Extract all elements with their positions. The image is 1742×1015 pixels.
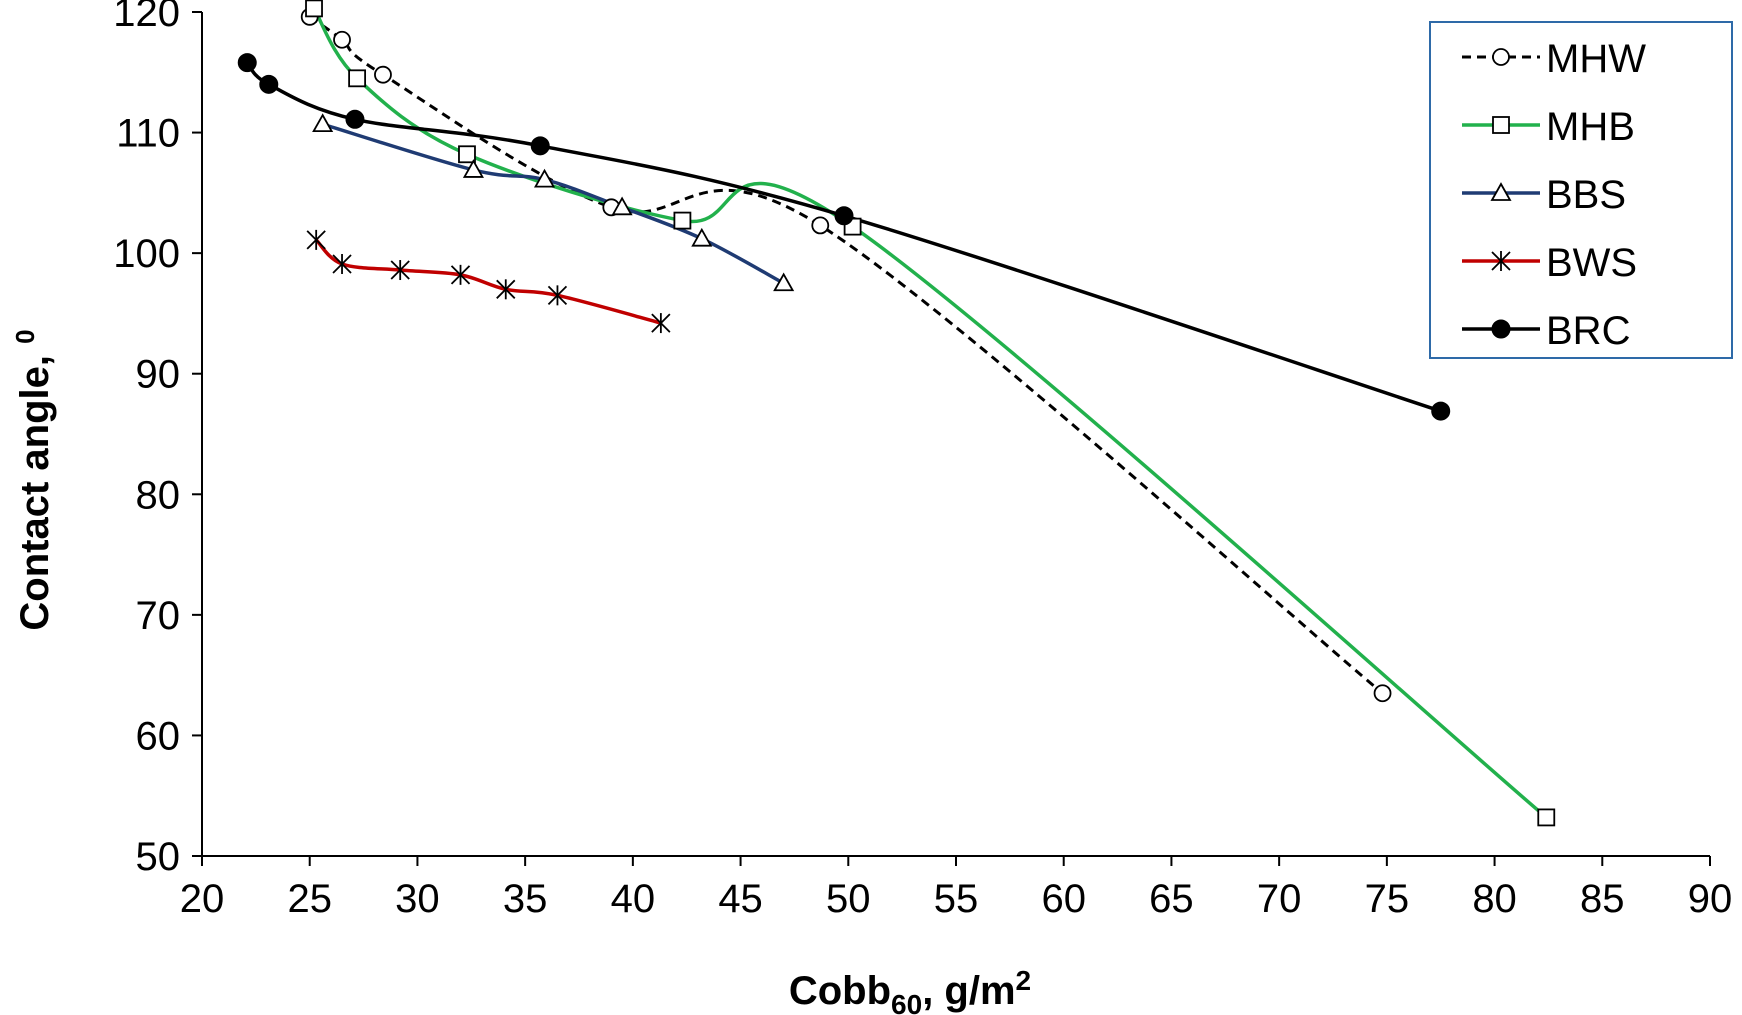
data-point-bws (390, 260, 410, 281)
legend-marker-brc (1491, 319, 1511, 339)
data-point-mhw (811, 216, 830, 235)
y-tick-label: 70 (136, 594, 181, 638)
marker-layer (237, 0, 1556, 827)
x-tick-label: 60 (1041, 877, 1086, 921)
data-point-brc (834, 206, 854, 226)
data-point-bws (547, 285, 568, 306)
data-point-bws (306, 229, 326, 250)
data-point-brc (1431, 401, 1451, 421)
x-tick-label: 30 (395, 877, 440, 921)
legend-marker-mhw (1492, 48, 1510, 66)
x-tick-label: 55 (934, 877, 979, 921)
series-line-brc (245, 61, 1442, 413)
series-line-mhb (312, 7, 1548, 819)
data-point-bbs (773, 272, 795, 292)
x-tick-label: 35 (503, 877, 548, 921)
y-axis-title: Contact angle, 0 (10, 329, 57, 630)
data-point-bws (332, 253, 352, 274)
x-axis-title: Cobb60, g/m2 (789, 965, 1031, 1015)
data-point-mhw (1373, 684, 1392, 703)
legend-box (1429, 21, 1733, 359)
data-point-bws (450, 264, 471, 285)
x-tick-label: 75 (1365, 877, 1410, 921)
y-tick-label: 110 (116, 112, 180, 156)
x-tick-label: 50 (826, 877, 871, 921)
x-axis-title-main: Cobb (789, 969, 891, 1013)
y-tick-label: 100 (113, 232, 180, 276)
data-point-mhb (305, 0, 323, 18)
series-layer (245, 7, 1548, 819)
legend-item-brc: BRC (1462, 309, 1630, 353)
y-tick-label: 120 (113, 0, 180, 35)
legend-marker-bbs (1490, 182, 1512, 201)
legend-item-bbs: BBS (1462, 173, 1626, 217)
data-point-mhb (348, 69, 367, 88)
legend-item-mhb: MHB (1462, 105, 1635, 149)
y-axis-title-main: Contact angle, (13, 344, 57, 631)
y-tick-label: 60 (136, 714, 181, 758)
y-tick-label: 80 (136, 473, 181, 517)
legend-item-mhw: MHW (1462, 37, 1646, 81)
x-tick-label: 45 (718, 877, 763, 921)
x-axis-title-sup: 2 (1016, 965, 1032, 996)
data-point-bbs (611, 196, 633, 216)
data-point-mhw (374, 65, 392, 84)
data-point-bbs (312, 113, 334, 133)
data-point-bws (496, 279, 516, 300)
x-axis-title-rest: , g/m (922, 969, 1015, 1013)
legend-marker-mhb (1492, 116, 1510, 134)
y-axis-title-sup: 0 (10, 329, 40, 343)
x-tick-label: 25 (287, 877, 332, 921)
legend-marker-bws (1491, 251, 1511, 271)
legend: MHW MHB BBS BWS BRC (1429, 21, 1733, 359)
x-axis-title-sub: 60 (891, 989, 922, 1015)
data-point-bbs (533, 168, 556, 188)
data-point-mhb (673, 211, 692, 230)
data-point-mhw (333, 30, 351, 49)
x-tick-label: 70 (1257, 877, 1302, 921)
series-line-mhw (308, 15, 1384, 695)
data-point-brc (345, 109, 365, 129)
x-tick-label: 40 (611, 877, 656, 921)
legend-item-bws: BWS (1462, 241, 1637, 285)
data-point-bbs (691, 227, 713, 247)
x-tick-label: 90 (1688, 877, 1733, 921)
legend-label-mhw: MHW (1546, 37, 1646, 81)
legend-label-bws: BWS (1546, 241, 1637, 285)
x-tick-label: 85 (1580, 877, 1625, 921)
data-point-mhb (1537, 808, 1556, 827)
x-tick-label: 80 (1472, 877, 1517, 921)
y-tick-label: 90 (136, 353, 181, 397)
x-tick-label: 65 (1149, 877, 1194, 921)
y-tick-label: 50 (136, 835, 181, 879)
x-tick-label: 20 (180, 877, 225, 921)
data-point-mhb (458, 145, 476, 164)
legend-label-mhb: MHB (1546, 105, 1635, 149)
data-point-brc (530, 136, 550, 156)
data-point-brc (237, 53, 257, 73)
legend-label-brc: BRC (1546, 309, 1630, 353)
data-point-brc (259, 74, 279, 94)
data-point-bws (651, 313, 671, 334)
series-line-bws (314, 238, 662, 325)
legend-label-bbs: BBS (1546, 173, 1626, 217)
data-point-bbs (462, 159, 484, 178)
axes: 20 25 30 35 40 45 50 55 60 65 70 75 80 85 90 50 60 70 80 90… (113, 0, 1732, 921)
